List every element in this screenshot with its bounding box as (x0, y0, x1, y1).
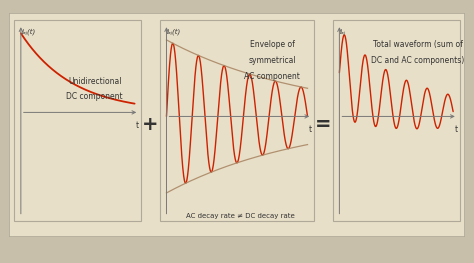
Text: DC component: DC component (66, 92, 123, 101)
Text: iₐⱼ: iₐⱼ (340, 29, 346, 35)
Text: iₐⱼ(t): iₐⱼ(t) (21, 29, 36, 36)
Text: =: = (315, 115, 332, 134)
Text: AC component: AC component (244, 72, 300, 81)
Bar (160, 20, 314, 221)
Text: DC and AC components): DC and AC components) (371, 56, 465, 65)
Text: iₐⱼ(t): iₐⱼ(t) (167, 29, 181, 36)
Text: t: t (136, 121, 139, 130)
Text: t: t (309, 125, 312, 134)
Text: Unidirectional: Unidirectional (68, 77, 121, 85)
Text: symmetrical: symmetrical (248, 56, 296, 65)
Text: AC decay rate ≠ DC decay rate: AC decay rate ≠ DC decay rate (186, 213, 295, 219)
Text: Envelope of: Envelope of (250, 40, 295, 49)
Text: t: t (455, 125, 458, 134)
Bar (333, 20, 460, 221)
Bar (14, 20, 141, 221)
Text: +: + (142, 115, 159, 134)
Text: Total waveform (sum of: Total waveform (sum of (373, 40, 463, 49)
